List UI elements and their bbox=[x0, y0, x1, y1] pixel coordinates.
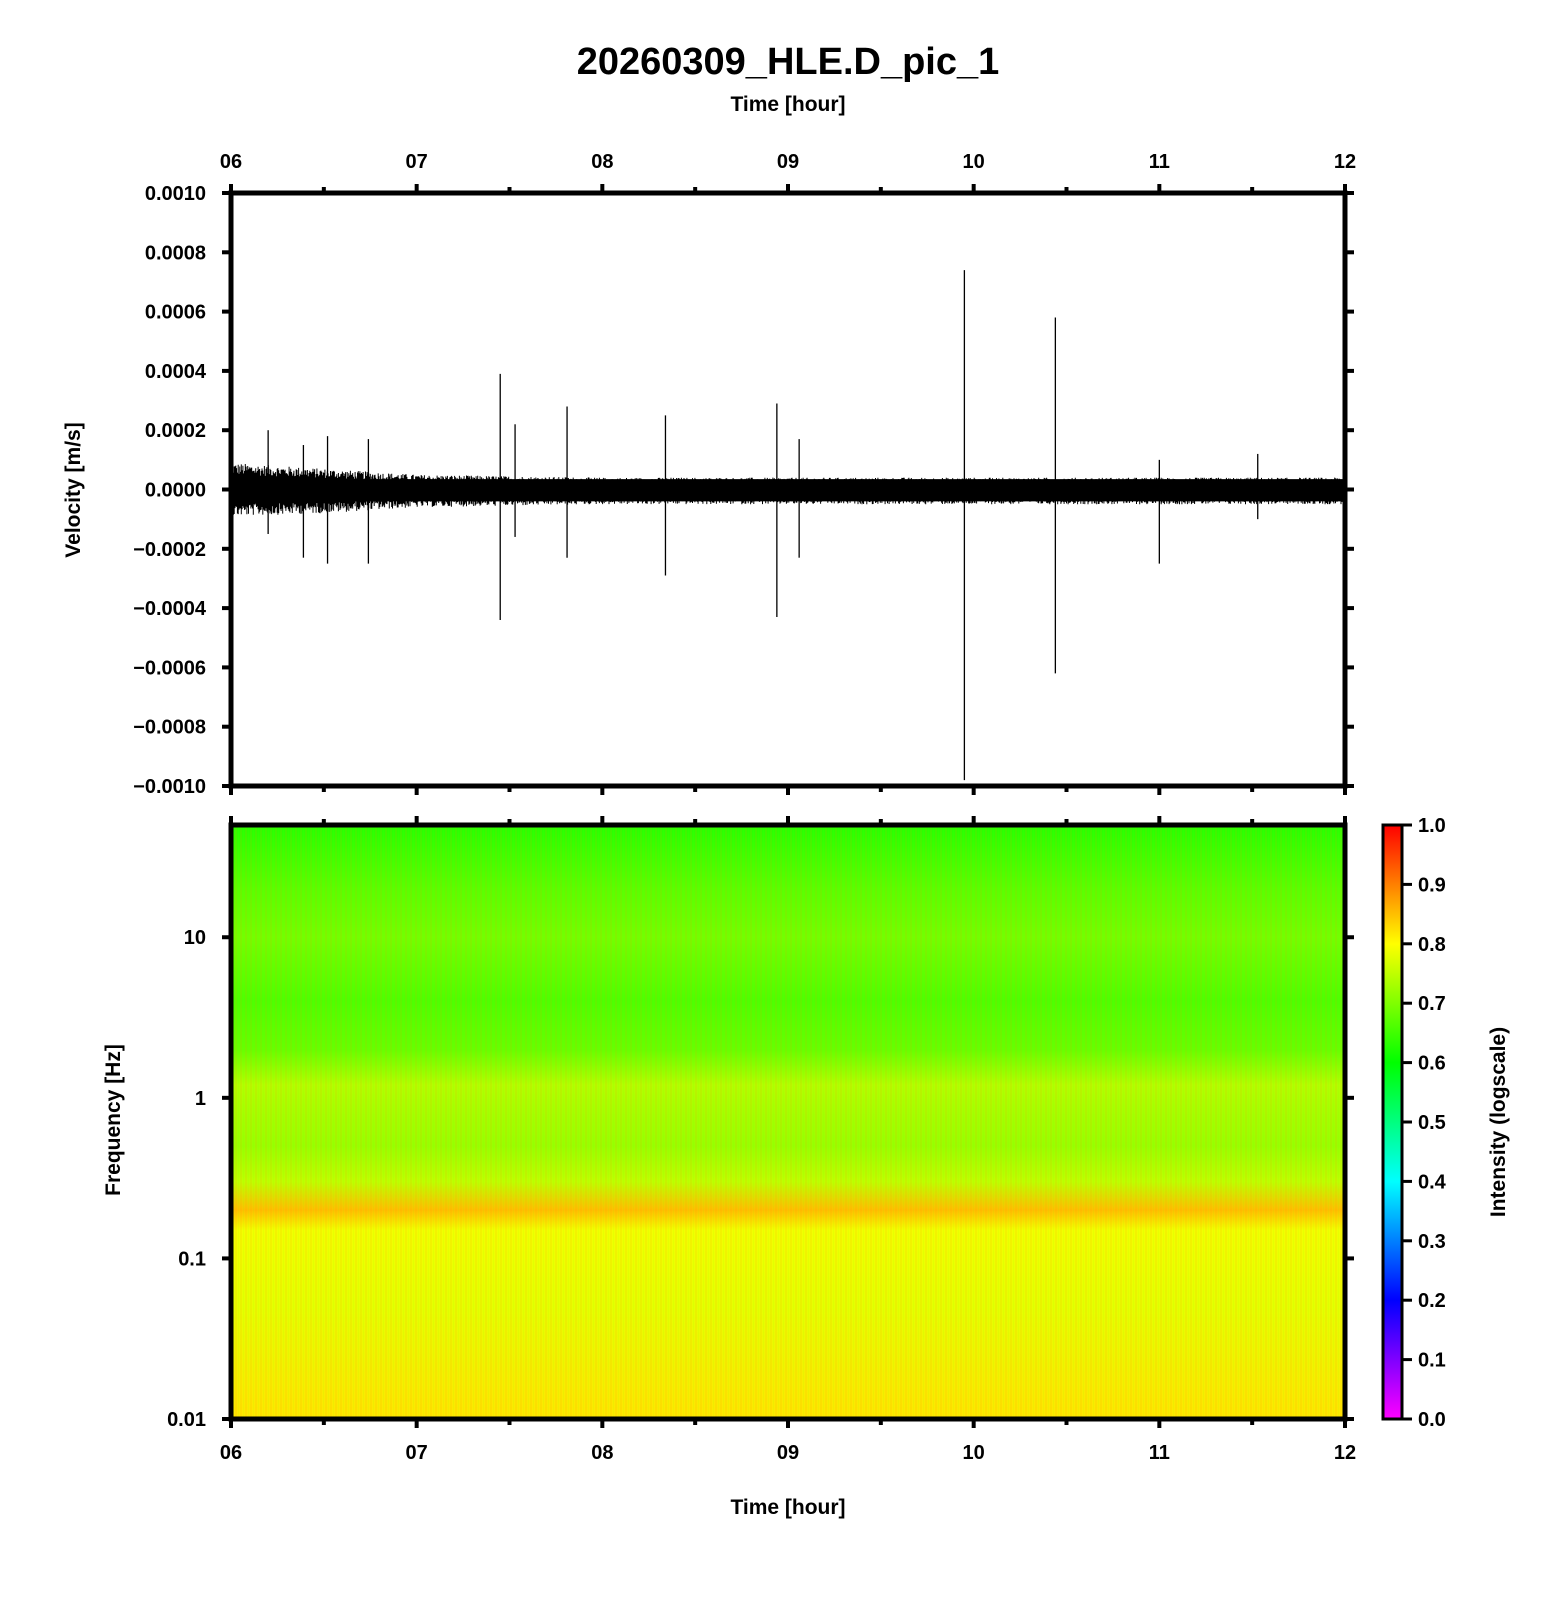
frequency-axis-label: Frequency [Hz] bbox=[102, 1044, 125, 1196]
top-x-tick-label: 07 bbox=[406, 151, 428, 173]
frequency-y-tick-label: 0.1 bbox=[178, 1248, 206, 1270]
top-x-axis-label: Time [hour] bbox=[730, 93, 845, 116]
top-x-tick-label: 08 bbox=[591, 151, 613, 173]
bottom-x-tick-label: 08 bbox=[591, 1442, 613, 1464]
velocity-y-tick-label: −0.0010 bbox=[133, 776, 206, 798]
colorbar-tick-label: 0.4 bbox=[1418, 1171, 1447, 1193]
colorbar-tick-label: 1.0 bbox=[1418, 815, 1446, 837]
velocity-y-tick-label: −0.0004 bbox=[133, 598, 207, 620]
bottom-x-tick-label: 06 bbox=[220, 1442, 242, 1464]
colorbar-tick-label: 0.1 bbox=[1418, 1350, 1446, 1372]
top-x-tick-label: 11 bbox=[1149, 151, 1170, 173]
velocity-y-tick-label: 0.0002 bbox=[145, 420, 206, 442]
bottom-x-tick-label: 09 bbox=[777, 1442, 799, 1464]
colorbar-tick-label: 0.0 bbox=[1418, 1409, 1446, 1431]
velocity-y-tick-label: 0.0008 bbox=[145, 242, 206, 264]
velocity-y-tick-label: −0.0006 bbox=[133, 657, 206, 679]
bottom-x-tick-label: 12 bbox=[1334, 1442, 1356, 1464]
velocity-y-tick-label: −0.0002 bbox=[133, 539, 206, 561]
velocity-y-tick-label: 0.0004 bbox=[145, 361, 207, 383]
spectrogram-texture bbox=[231, 825, 1345, 1419]
colorbar-tick-label: 0.9 bbox=[1418, 874, 1446, 896]
frequency-y-tick-label: 1 bbox=[195, 1088, 206, 1110]
colorbar-tick-label: 0.2 bbox=[1418, 1290, 1446, 1312]
top-x-tick-label: 12 bbox=[1334, 151, 1356, 173]
velocity-y-tick-label: 0.0006 bbox=[145, 302, 206, 324]
colorbar-tick-label: 0.5 bbox=[1418, 1112, 1446, 1134]
colorbar-gradient bbox=[1383, 825, 1402, 1419]
bottom-x-tick-label: 11 bbox=[1149, 1442, 1170, 1464]
velocity-y-tick-label: 0.0000 bbox=[145, 480, 206, 502]
top-x-tick-label: 06 bbox=[220, 151, 242, 173]
colorbar-tick-label: 0.7 bbox=[1418, 993, 1446, 1015]
velocity-axis-label: Velocity [m/s] bbox=[62, 422, 85, 557]
chart-title: 20260309_HLE.D_pic_1 bbox=[577, 41, 1000, 83]
bottom-x-axis-label: Time [hour] bbox=[730, 1496, 845, 1519]
velocity-trace-core bbox=[231, 479, 1345, 502]
top-x-tick-label: 10 bbox=[963, 151, 985, 173]
top-x-tick-label: 09 bbox=[777, 151, 799, 173]
colorbar: 1.0 0.9 0.8 0.7 0.6 0.5 0.4 0.3 0.2 0.1 0.0 Intens… bbox=[1381, 815, 1510, 1431]
velocity-y-tick-label: 0.0010 bbox=[145, 183, 206, 205]
colorbar-tick-label: 0.6 bbox=[1418, 1053, 1446, 1075]
frequency-y-tick-label: 10 bbox=[184, 927, 206, 949]
bottom-x-tick-label: 10 bbox=[963, 1442, 985, 1464]
velocity-y-tick-label: −0.0008 bbox=[133, 717, 206, 739]
waveform-panel: 06 07 08 09 10 11 12 0.0010 0.0008 0.0006 0.0004 0.… bbox=[62, 151, 1356, 798]
colorbar-label: Intensity (logscale) bbox=[1487, 1027, 1510, 1217]
frequency-y-tick-label: 0.01 bbox=[167, 1409, 206, 1431]
bottom-x-tick-label: 07 bbox=[406, 1442, 428, 1464]
colorbar-tick-label: 0.3 bbox=[1418, 1231, 1446, 1253]
colorbar-tick-label: 0.8 bbox=[1418, 934, 1446, 956]
